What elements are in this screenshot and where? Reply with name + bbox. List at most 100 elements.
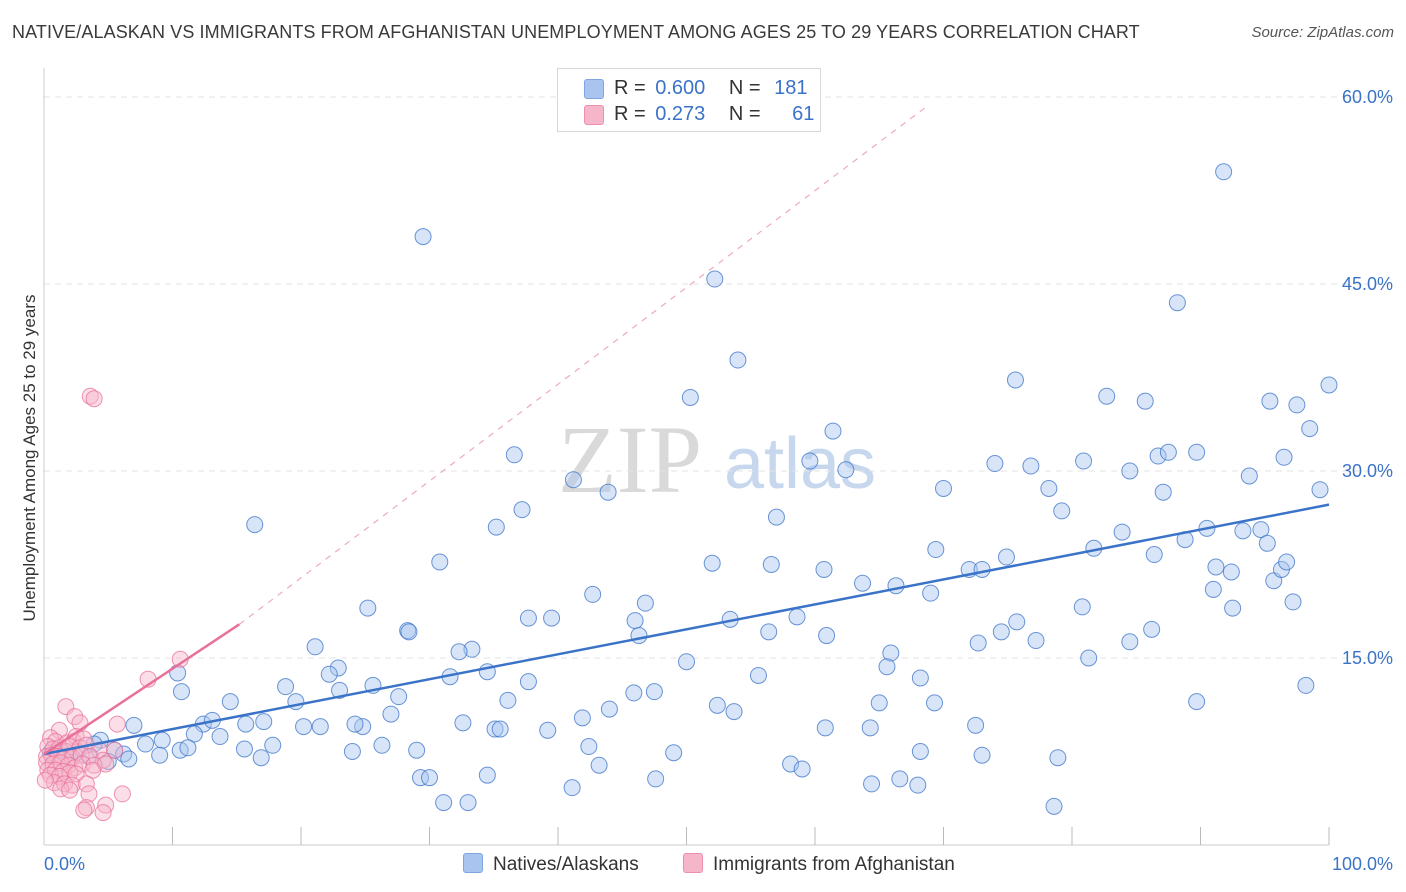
natives-point <box>815 560 833 578</box>
natives-point <box>922 584 940 602</box>
natives-point <box>573 709 591 727</box>
natives-point <box>1288 396 1306 414</box>
legend-n-value: 61 <box>792 103 815 125</box>
y-tick-label: 45.0% <box>1342 274 1393 294</box>
natives-point <box>703 554 721 572</box>
natives-point <box>539 721 557 739</box>
legend-r-value: 0.273 <box>655 103 706 125</box>
natives-point <box>599 483 617 501</box>
natives-point <box>1234 522 1252 540</box>
x-tick-label: 100.0% <box>1332 854 1393 874</box>
natives-point <box>373 736 391 754</box>
natives-point <box>973 746 991 764</box>
afghan-point <box>80 785 98 803</box>
afghan-point <box>106 741 124 759</box>
legend-swatch-afghan <box>584 105 604 125</box>
natives-point <box>435 794 453 812</box>
legend-r-value: 0.600 <box>655 77 706 99</box>
natives-point <box>767 508 785 526</box>
natives-point <box>1145 546 1163 564</box>
correlation-legend: R = 0.600 N = 181 R = 0.273 N = 61 <box>557 68 821 132</box>
natives-point <box>854 574 872 592</box>
natives-point <box>837 461 855 479</box>
natives-point <box>414 228 432 246</box>
afghan-points <box>36 387 189 822</box>
legend-item-natives: Natives/Alaskans <box>463 853 639 876</box>
natives-point <box>1261 392 1279 410</box>
natives-point <box>153 731 171 749</box>
natives-point <box>463 640 481 658</box>
natives-point <box>911 669 929 687</box>
grid-lines <box>44 96 1394 659</box>
natives-point <box>1207 558 1225 576</box>
natives-point <box>459 794 477 812</box>
natives-point <box>992 623 1010 641</box>
natives-point <box>909 776 927 794</box>
natives-point <box>824 422 842 440</box>
natives-point <box>1240 467 1258 485</box>
natives-point <box>1075 452 1093 470</box>
legend-item-afghan: Immigrants from Afghanistan <box>683 853 955 876</box>
natives-point <box>678 653 695 671</box>
natives-trend-line <box>43 503 1330 756</box>
natives-point <box>491 720 509 738</box>
natives-point <box>172 683 190 701</box>
legend-n-value: 181 <box>774 77 808 99</box>
afghan-point <box>85 390 103 408</box>
natives-point <box>935 479 952 497</box>
natives-point <box>729 351 747 369</box>
natives-point <box>450 643 468 661</box>
natives-point <box>1121 633 1139 651</box>
chart-title: NATIVE/ALASKAN VS IMMIGRANTS FROM AFGHAN… <box>12 22 1140 42</box>
natives-point <box>870 694 888 712</box>
natives-point <box>412 769 430 787</box>
afghan-point <box>84 761 102 779</box>
natives-point <box>505 446 523 464</box>
legend-r-label: R = <box>614 77 646 99</box>
natives-point <box>863 775 881 793</box>
natives-point <box>169 664 187 682</box>
natives-point <box>454 714 472 732</box>
axes <box>43 68 1330 846</box>
natives-point <box>600 700 618 718</box>
natives-point <box>1188 693 1206 711</box>
natives-point <box>1040 479 1058 497</box>
tick-labels: 15.0% 30.0% 45.0% 60.0% 0.0% 100.0% <box>44 87 1393 874</box>
natives-point <box>1027 632 1045 650</box>
natives-point <box>487 518 505 536</box>
natives-point <box>1022 457 1040 475</box>
afghan-point <box>52 780 70 798</box>
natives-point <box>891 770 909 788</box>
natives-point <box>264 736 282 754</box>
afghan-point <box>67 765 85 783</box>
afghan-point <box>36 771 54 789</box>
natives-point <box>252 749 270 767</box>
natives-point <box>706 270 724 288</box>
natives-point <box>997 548 1015 566</box>
natives-point <box>580 738 598 756</box>
natives-point <box>246 516 264 534</box>
afghan-point <box>108 715 126 733</box>
natives-point <box>431 553 449 571</box>
afghan-point <box>77 775 95 793</box>
legend-text-afghan: R = 0.273 N = 61 <box>614 103 814 126</box>
legend-n-label: N = <box>728 103 761 125</box>
legend-bottom-label-natives: Natives/Alaskans <box>493 854 639 875</box>
natives-point <box>1215 163 1233 181</box>
natives-point <box>382 705 400 723</box>
natives-point <box>221 693 239 711</box>
natives-point <box>1284 593 1302 611</box>
natives-point <box>818 627 836 645</box>
afghan-point <box>77 799 95 817</box>
natives-point <box>125 716 143 734</box>
natives-point <box>329 659 347 677</box>
natives-point <box>1149 447 1167 465</box>
natives-point <box>927 541 945 559</box>
natives-point <box>1159 443 1177 461</box>
natives-point <box>320 665 338 683</box>
natives-points <box>41 163 1338 815</box>
natives-point <box>400 623 418 641</box>
natives-point <box>478 766 496 784</box>
legend-r-label: R = <box>614 103 646 125</box>
